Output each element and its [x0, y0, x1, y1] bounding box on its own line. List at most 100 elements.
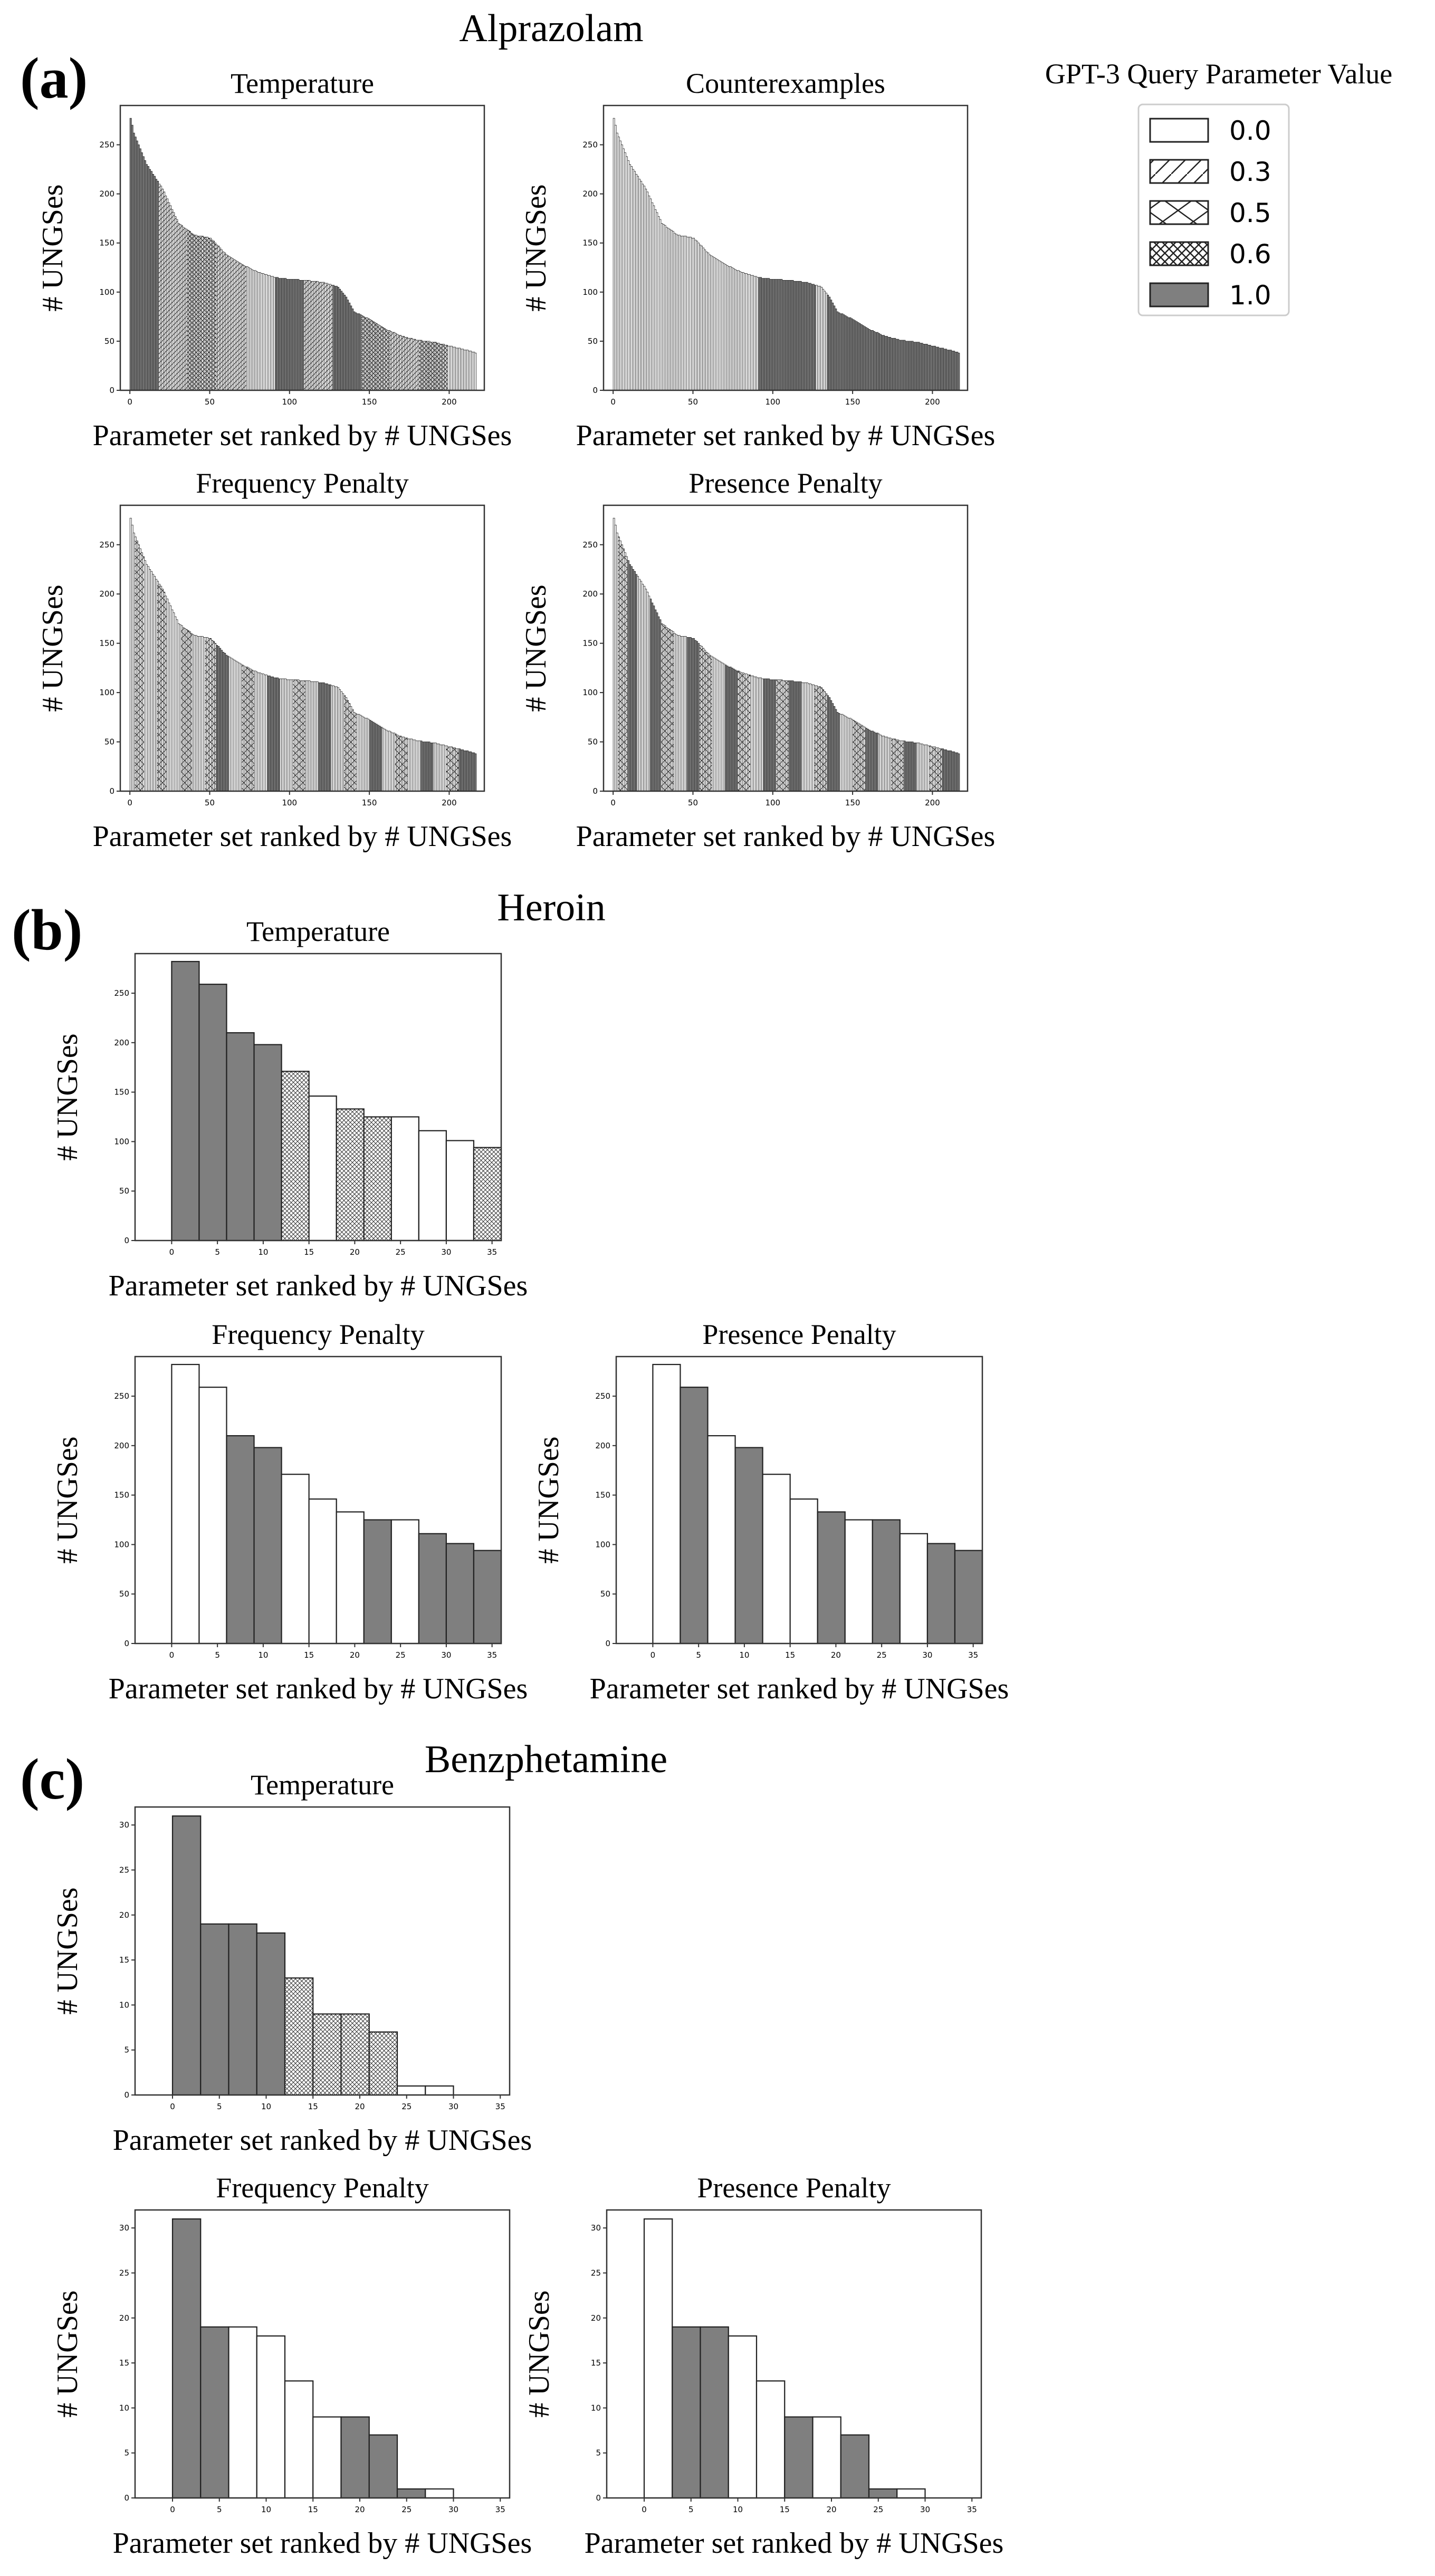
bar [225, 254, 228, 391]
bar [742, 672, 744, 792]
bar [710, 255, 713, 391]
bar [434, 342, 437, 391]
y-axis-label: # UNGSes [51, 1033, 84, 1160]
bar [182, 227, 185, 391]
bar [312, 2013, 342, 2096]
x-axis-label: Parameter set ranked by # UNGSes [113, 2527, 532, 2560]
bar [144, 160, 146, 391]
bar [776, 679, 778, 792]
bar [665, 227, 668, 391]
bar [954, 752, 957, 792]
x-tick-label: 35 [487, 1650, 497, 1660]
bar [334, 286, 336, 391]
bar [716, 259, 719, 391]
legend-label-4: 1.0 [1229, 280, 1271, 311]
bar [460, 349, 463, 391]
bar [645, 188, 647, 391]
bar [811, 284, 813, 391]
bar [709, 254, 711, 391]
bar [860, 725, 863, 792]
panel-label-a: (a) [20, 46, 88, 110]
bar [328, 284, 330, 391]
bar [329, 684, 331, 792]
bar [712, 256, 714, 391]
bar [300, 680, 303, 792]
bar [839, 714, 842, 792]
bar [799, 681, 802, 792]
x-tick-label: 50 [688, 397, 698, 407]
bar [643, 186, 646, 391]
bar [929, 745, 931, 792]
bar [337, 687, 340, 792]
bar [898, 741, 901, 792]
bar [911, 742, 914, 792]
bar [436, 743, 438, 792]
bar [196, 236, 199, 391]
bar [265, 274, 267, 391]
bar [377, 324, 379, 391]
bar [872, 730, 874, 792]
bar [914, 743, 917, 792]
bar [637, 576, 639, 792]
bar [284, 1977, 314, 2096]
y-tick-label: 250 [582, 540, 598, 550]
bar [807, 283, 810, 391]
bar [943, 749, 946, 792]
bar [950, 350, 952, 391]
bar [820, 687, 823, 792]
bar [295, 679, 298, 792]
bar [672, 230, 674, 391]
bar [757, 677, 759, 792]
bar [825, 293, 828, 391]
bar [388, 330, 390, 391]
bar [654, 209, 657, 391]
bar [763, 278, 766, 391]
bar [850, 719, 853, 792]
bar [699, 245, 702, 391]
y-tick-label: 30 [591, 2223, 601, 2233]
bar [643, 2218, 673, 2499]
y-tick-label: 100 [582, 287, 598, 297]
bar [884, 336, 887, 391]
bar [429, 342, 432, 391]
bars [171, 1815, 454, 2096]
bar [927, 344, 930, 391]
bar [353, 712, 356, 792]
bar [190, 233, 193, 391]
bar [791, 280, 794, 391]
bar [945, 349, 948, 391]
bar [314, 681, 317, 792]
y-tick-label: 5 [596, 2448, 601, 2458]
bar [617, 536, 620, 792]
y-tick-label: 200 [582, 189, 598, 199]
bar [173, 212, 175, 391]
legend-swatch-2 [1149, 200, 1209, 225]
x-axis-label: Parameter set ranked by # UNGSes [576, 820, 996, 853]
bar [830, 700, 833, 792]
bar [188, 230, 191, 391]
bar [395, 734, 397, 792]
bar [662, 624, 665, 792]
bar [629, 564, 631, 792]
x-tick-label: 0 [127, 397, 132, 407]
bar [866, 728, 869, 792]
bar [617, 137, 620, 391]
y-tick-label: 10 [119, 2000, 129, 2010]
bar [256, 1932, 286, 2096]
bar [715, 659, 718, 792]
bar [740, 672, 743, 792]
bar [251, 269, 253, 391]
bar [422, 341, 424, 391]
bar [814, 285, 816, 391]
bar [176, 219, 178, 391]
bar [342, 693, 345, 792]
bar [131, 124, 133, 391]
y-tick-label: 15 [591, 2358, 601, 2368]
bar [129, 517, 132, 792]
axes-frame [134, 1356, 502, 1645]
bar [319, 282, 322, 391]
bar [337, 287, 340, 391]
bar [458, 748, 461, 792]
bar [280, 278, 282, 391]
bar [865, 327, 867, 391]
